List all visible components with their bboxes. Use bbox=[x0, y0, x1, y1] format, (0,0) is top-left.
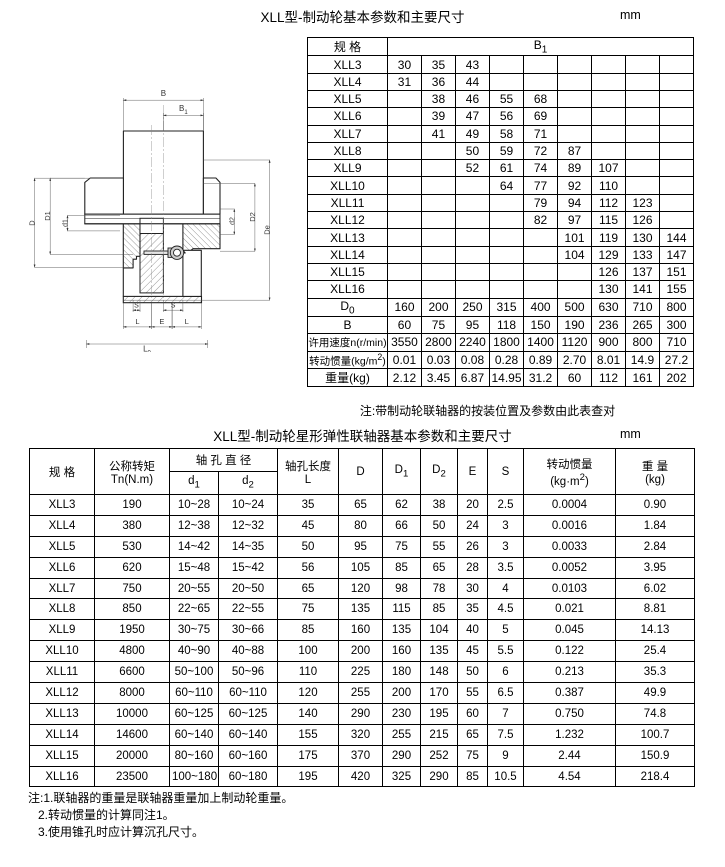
svg-text:d1: d1 bbox=[63, 219, 70, 227]
svg-text:L0: L0 bbox=[143, 344, 151, 352]
svg-text:E: E bbox=[159, 317, 164, 326]
svg-text:S: S bbox=[171, 303, 176, 310]
svg-text:B: B bbox=[161, 89, 166, 98]
svg-text:D2: D2 bbox=[248, 212, 257, 222]
svg-text:De: De bbox=[263, 225, 272, 235]
svg-text:S: S bbox=[134, 303, 139, 310]
svg-text:B1: B1 bbox=[179, 104, 188, 116]
svg-text:L: L bbox=[185, 317, 189, 326]
svg-text:d2: d2 bbox=[229, 217, 236, 225]
svg-text:D1: D1 bbox=[43, 211, 52, 221]
svg-text:L: L bbox=[135, 317, 139, 326]
svg-text:D: D bbox=[28, 220, 37, 226]
